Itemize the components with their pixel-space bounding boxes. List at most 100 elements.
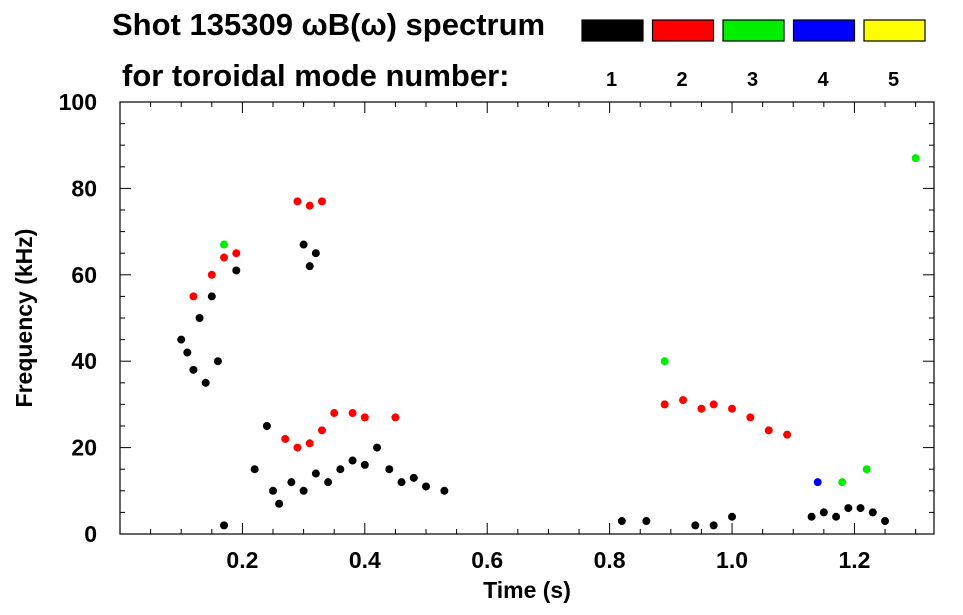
data-point-mode-1 bbox=[275, 499, 284, 508]
data-point-mode-1 bbox=[856, 504, 865, 513]
data-point-mode-2 bbox=[348, 409, 357, 418]
axis-ticks: 0.2 0.4 0.6 0.8 1.0 1.2 0 20 40 60 80 100 bbox=[59, 89, 934, 573]
data-point-mode-1 bbox=[832, 512, 841, 521]
data-marks bbox=[177, 154, 920, 530]
data-point-mode-1 bbox=[177, 335, 186, 344]
data-point-mode-2 bbox=[679, 396, 688, 405]
y-tick-label: 100 bbox=[59, 89, 97, 115]
legend-swatch-5 bbox=[863, 19, 926, 42]
y-tick-label: 40 bbox=[71, 348, 97, 374]
data-point-mode-2 bbox=[360, 413, 369, 422]
data-point-mode-1 bbox=[207, 292, 216, 301]
legend-swatch-3 bbox=[722, 19, 785, 42]
legend-label-1: 1 bbox=[606, 69, 617, 91]
x-axis-title: Time (s) bbox=[483, 577, 571, 603]
data-point-mode-2 bbox=[660, 400, 669, 409]
data-point-mode-2 bbox=[746, 413, 755, 422]
data-point-mode-1 bbox=[324, 478, 333, 487]
data-point-mode-2 bbox=[232, 249, 241, 258]
y-axis-title: Frequency (kHz) bbox=[11, 229, 37, 408]
data-point-mode-1 bbox=[728, 512, 737, 521]
data-point-mode-2 bbox=[697, 404, 706, 413]
legend-label-2: 2 bbox=[676, 69, 687, 91]
data-point-mode-1 bbox=[868, 508, 877, 517]
data-point-mode-2 bbox=[728, 404, 737, 413]
data-point-mode-1 bbox=[440, 486, 449, 495]
data-point-mode-3 bbox=[660, 357, 669, 366]
data-point-mode-1 bbox=[691, 521, 700, 530]
data-point-mode-1 bbox=[299, 486, 308, 495]
y-tick-label: 60 bbox=[71, 262, 97, 288]
data-point-mode-2 bbox=[783, 430, 792, 439]
data-point-mode-2 bbox=[317, 426, 326, 435]
y-tick-label: 0 bbox=[84, 521, 97, 547]
data-point-mode-1 bbox=[709, 521, 718, 530]
x-tick-label: 0.6 bbox=[471, 547, 503, 573]
data-point-mode-2 bbox=[305, 439, 314, 448]
data-point-mode-2 bbox=[220, 253, 229, 262]
data-point-mode-1 bbox=[299, 240, 308, 249]
data-point-mode-3 bbox=[838, 478, 847, 487]
legend-label-4: 4 bbox=[817, 69, 829, 91]
data-point-mode-1 bbox=[305, 262, 314, 271]
data-point-mode-1 bbox=[642, 517, 651, 526]
data-point-mode-1 bbox=[422, 482, 431, 491]
data-point-mode-1 bbox=[250, 465, 259, 474]
data-point-mode-1 bbox=[807, 512, 816, 521]
data-point-mode-1 bbox=[881, 517, 890, 526]
data-point-mode-3 bbox=[220, 240, 229, 249]
data-point-mode-1 bbox=[397, 478, 406, 487]
x-tick-label: 0.8 bbox=[594, 547, 626, 573]
data-point-mode-3 bbox=[862, 465, 871, 474]
data-point-mode-1 bbox=[844, 504, 853, 513]
chart-subtitle: for toroidal mode number: bbox=[122, 58, 510, 93]
data-point-mode-1 bbox=[232, 266, 241, 275]
x-tick-label: 0.4 bbox=[349, 547, 381, 573]
data-point-mode-2 bbox=[764, 426, 773, 435]
legend-swatch-1 bbox=[581, 19, 644, 42]
data-point-mode-1 bbox=[819, 508, 828, 517]
data-point-mode-1 bbox=[360, 460, 369, 469]
x-tick-label: 0.2 bbox=[226, 547, 258, 573]
data-point-mode-1 bbox=[213, 357, 222, 366]
data-point-mode-1 bbox=[195, 314, 204, 322]
data-point-mode-2 bbox=[317, 197, 326, 206]
x-tick-label: 1.2 bbox=[838, 547, 870, 573]
legend-swatch-2 bbox=[651, 19, 715, 42]
data-point-mode-1 bbox=[311, 249, 320, 258]
data-point-mode-2 bbox=[330, 409, 339, 418]
data-point-mode-1 bbox=[409, 473, 418, 482]
data-point-mode-2 bbox=[293, 197, 302, 206]
data-point-mode-2 bbox=[305, 201, 314, 210]
data-point-mode-1 bbox=[311, 469, 320, 478]
data-point-mode-1 bbox=[189, 365, 198, 374]
x-tick-label: 1.0 bbox=[716, 547, 748, 573]
y-tick-label: 80 bbox=[71, 175, 97, 201]
data-point-mode-2 bbox=[207, 270, 216, 279]
data-point-mode-1 bbox=[617, 517, 626, 526]
data-point-mode-2 bbox=[293, 443, 302, 452]
data-point-mode-1 bbox=[287, 478, 296, 487]
data-point-mode-1 bbox=[269, 486, 278, 495]
data-point-mode-2 bbox=[709, 400, 718, 409]
data-point-mode-1 bbox=[201, 378, 210, 387]
chart-legend: 1 2 3 4 5 bbox=[581, 19, 926, 91]
data-point-mode-1 bbox=[220, 521, 229, 530]
data-point-mode-1 bbox=[373, 443, 382, 452]
data-point-mode-1 bbox=[183, 348, 192, 357]
data-point-mode-2 bbox=[391, 413, 400, 422]
data-point-mode-1 bbox=[262, 422, 271, 430]
data-point-mode-4 bbox=[813, 478, 822, 487]
data-point-mode-1 bbox=[336, 465, 345, 474]
data-point-mode-2 bbox=[189, 292, 198, 301]
legend-label-3: 3 bbox=[747, 69, 758, 91]
legend-label-5: 5 bbox=[888, 69, 899, 91]
data-point-mode-1 bbox=[385, 465, 394, 474]
data-point-mode-1 bbox=[348, 456, 357, 465]
legend-swatch-4 bbox=[792, 19, 856, 42]
chart-title: Shot 135309 ωB(ω) spectrum bbox=[112, 7, 545, 42]
y-tick-label: 20 bbox=[71, 435, 97, 461]
data-point-mode-3 bbox=[911, 154, 920, 163]
data-point-mode-2 bbox=[281, 434, 290, 443]
